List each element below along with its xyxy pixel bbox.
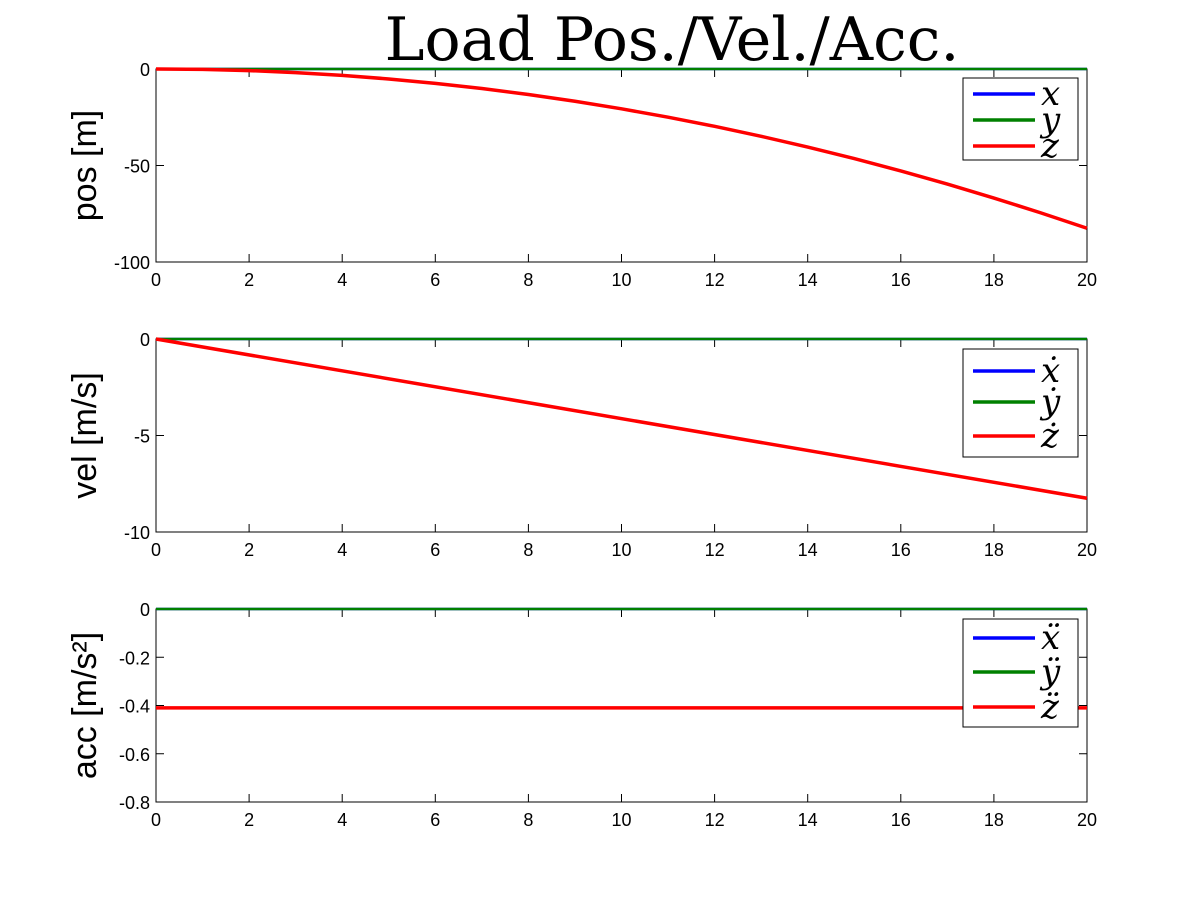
legend-label: ẋ [1041, 351, 1060, 391]
legend-label: z̈ [1040, 687, 1060, 727]
x-tick-label: 2 [244, 540, 254, 560]
x-tick-label: 6 [430, 810, 440, 830]
legend: ẍÿz̈ [962, 618, 1079, 728]
y-tick-label: -0.2 [119, 648, 150, 668]
y-tick-label: -0.8 [119, 793, 150, 813]
subplot-3: 0 2 4 6 8 10 12 14 16 18 20 0 -0.2 -0.4 -0.6 -0.8 acc [m… [66, 600, 1097, 830]
x-tick-label: 4 [337, 270, 347, 290]
x-tick-label: 8 [523, 810, 533, 830]
subplot-2: 0 2 4 6 8 10 12 14 16 18 20 0 -5 -10 vel [m/s] ẋẏż [66, 330, 1097, 560]
subplot-1: 0 2 4 6 8 10 12 14 16 18 20 0 -50 -100 pos [m] xyz [66, 60, 1097, 290]
y-tick-label: -50 [124, 157, 150, 177]
x-tick-label: 18 [984, 540, 1004, 560]
x-tick-label: 12 [705, 270, 725, 290]
x-tick-label: 14 [798, 540, 818, 560]
x-tick-label: 20 [1077, 810, 1097, 830]
x-tick-label: 6 [430, 270, 440, 290]
x-tick-label: 4 [337, 540, 347, 560]
x-tick-label: 4 [337, 810, 347, 830]
x-tick-label: 10 [611, 810, 631, 830]
legend-label: ż [1040, 416, 1060, 456]
x-tick-label: 2 [244, 270, 254, 290]
plot-area [155, 68, 1088, 263]
series-line-z [155, 67, 1088, 230]
y-axis-label: pos [m] [66, 110, 104, 221]
legend-label: ẏ [1039, 382, 1061, 422]
y-tick-label: 0 [140, 330, 150, 350]
legend: xyz [962, 74, 1079, 166]
y-tick-label: -0.6 [119, 745, 150, 765]
y-tick-label: -10 [124, 523, 150, 543]
legend: ẋẏż [962, 348, 1079, 458]
x-tick-label: 16 [891, 540, 911, 560]
x-tick-label: 0 [151, 540, 161, 560]
x-tick-label: 8 [523, 540, 533, 560]
x-tick-label: 12 [705, 810, 725, 830]
x-tick-label: 6 [430, 540, 440, 560]
x-tick-label: 0 [151, 270, 161, 290]
y-tick-label: 0 [140, 600, 150, 620]
x-tick-label: 14 [798, 270, 818, 290]
legend-label: x [1041, 74, 1060, 114]
legend-label: ẍ [1041, 618, 1060, 658]
y-tick-label: -5 [134, 427, 150, 447]
plot-area [155, 608, 1088, 803]
x-tick-label: 20 [1077, 540, 1097, 560]
series-line-ż [155, 337, 1088, 500]
y-axis-label: acc [m/s²] [66, 632, 104, 779]
plot-area [155, 338, 1088, 533]
y-axis-label: vel [m/s] [66, 372, 104, 499]
x-tick-label: 10 [611, 270, 631, 290]
x-tick-label: 12 [705, 540, 725, 560]
figure-title: Load Pos./Vel./Acc. [385, 5, 960, 75]
x-tick-label: 14 [798, 810, 818, 830]
legend-label: z [1040, 126, 1060, 166]
y-tick-label: -100 [114, 253, 150, 273]
x-tick-label: 10 [611, 540, 631, 560]
y-tick-label: -0.4 [119, 697, 150, 717]
x-tick-label: 16 [891, 270, 911, 290]
legend-label: ÿ [1039, 652, 1061, 692]
x-tick-label: 8 [523, 270, 533, 290]
x-tick-label: 2 [244, 810, 254, 830]
x-tick-label: 18 [984, 270, 1004, 290]
y-tick-label: 0 [140, 60, 150, 80]
x-tick-label: 0 [151, 810, 161, 830]
x-tick-label: 18 [984, 810, 1004, 830]
x-tick-label: 20 [1077, 270, 1097, 290]
legend-label: y [1039, 100, 1061, 140]
x-tick-label: 16 [891, 810, 911, 830]
